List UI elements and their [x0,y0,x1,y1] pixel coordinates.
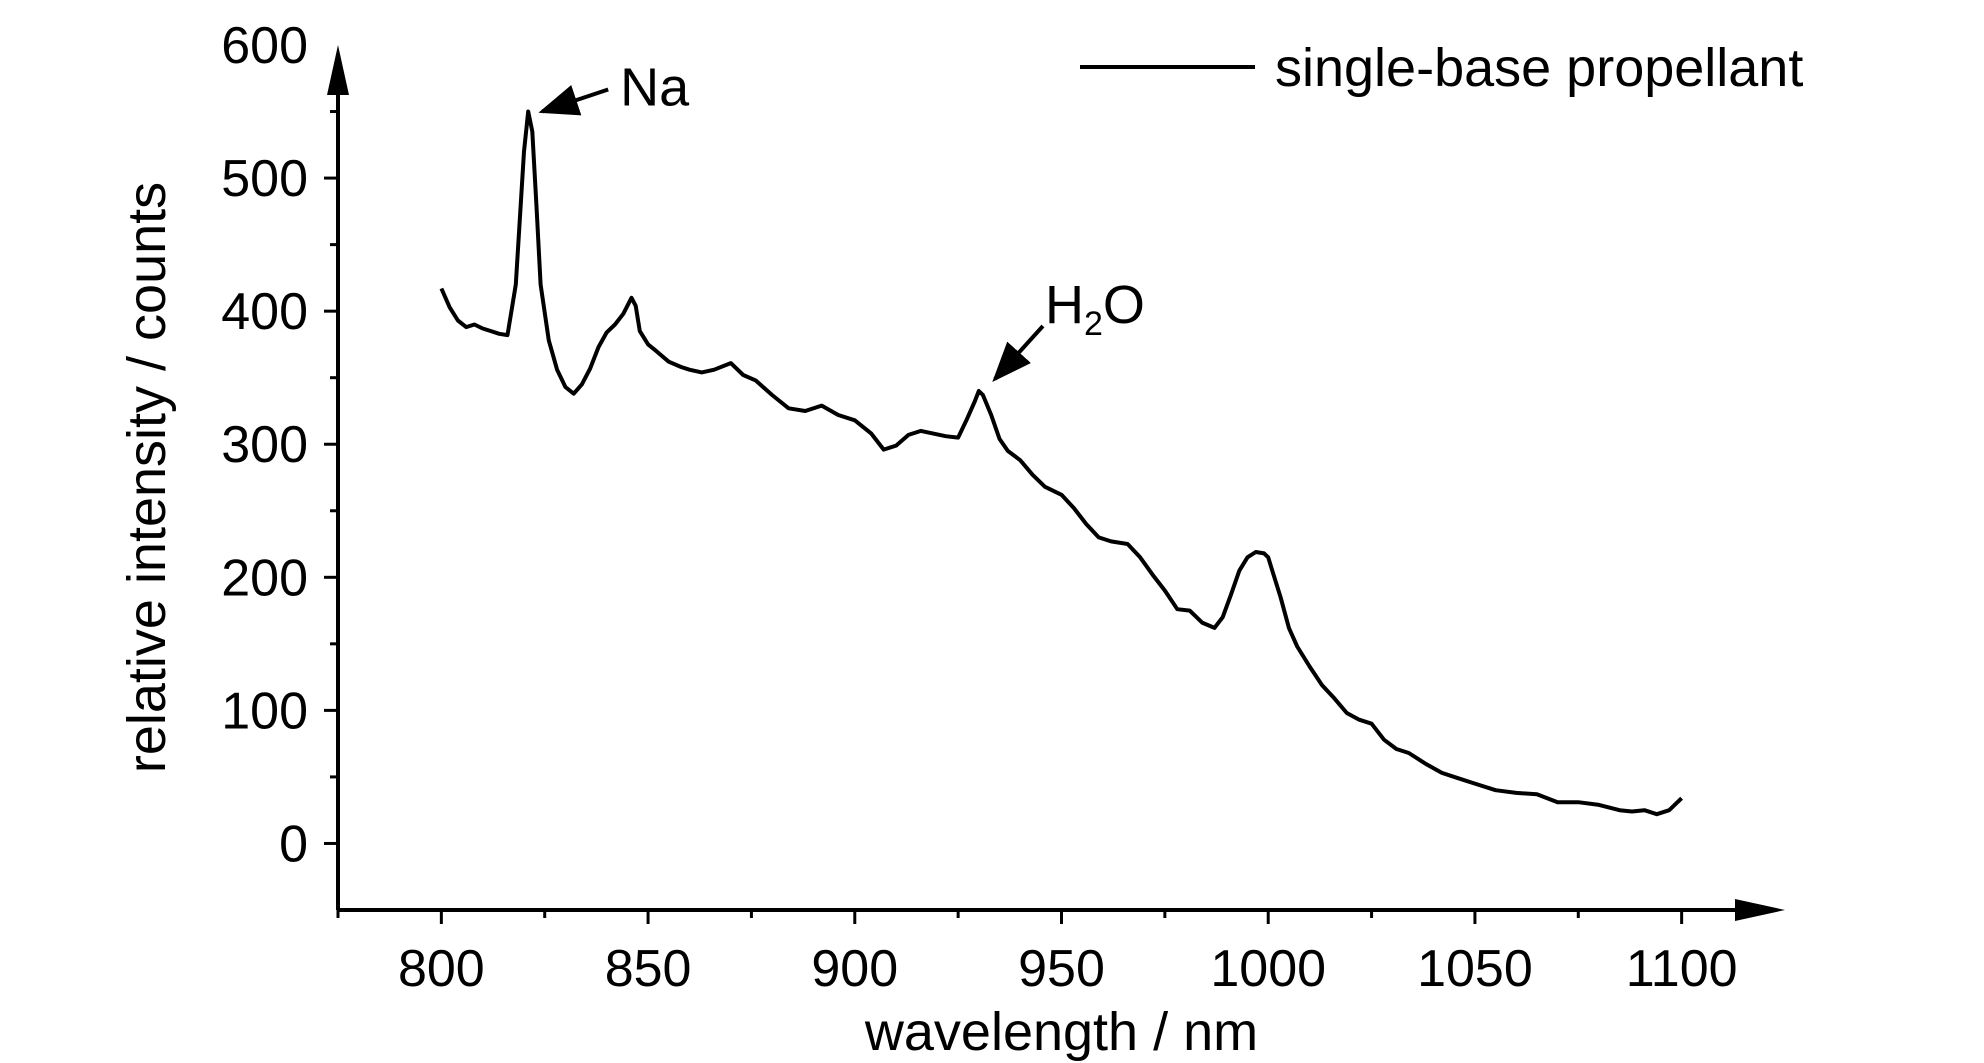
x-axis-arrow [1735,899,1785,921]
h2o-label-h: H [1045,275,1084,335]
annotations: Na H2O [538,58,1145,382]
y-tick-label: 200 [221,549,308,607]
y-tick-label: 500 [221,150,308,208]
h2o-label-subscript: 2 [1084,305,1103,343]
series-line-single-base-propellant [439,109,1683,817]
y-axis-label: relative intensity / counts [117,182,177,773]
y-axis-arrow [327,45,349,95]
h2o-annotation-label: H2O [1045,275,1145,343]
y-tick-label: 0 [279,815,308,873]
x-tick-label: 1100 [1626,940,1738,998]
h2o-label-o: O [1103,275,1145,335]
x-tick-label: 950 [1018,940,1105,998]
na-annotation-arrow [538,84,609,116]
x-tick-label: 800 [398,940,485,998]
na-annotation-label: Na [620,58,690,118]
y-ticks: 0 100 200 300 400 500 600 [221,17,338,873]
y-tick-label: 400 [221,283,308,341]
x-axis-label: wavelength / nm [864,1002,1258,1062]
y-tick-label: 100 [221,682,308,740]
h2o-annotation-arrow [992,324,1045,382]
x-tick-label: 900 [811,940,898,998]
legend-label: single-base propellant [1275,38,1803,98]
x-ticks: 800 850 900 950 1000 1050 1100 [336,910,1738,998]
x-tick-label: 850 [605,940,692,998]
y-tick-label: 300 [221,416,308,474]
legend: single-base propellant [1080,38,1803,98]
x-tick-label: 1050 [1417,940,1533,998]
y-tick-label: 600 [221,17,308,75]
x-tick-label: 1000 [1210,940,1326,998]
